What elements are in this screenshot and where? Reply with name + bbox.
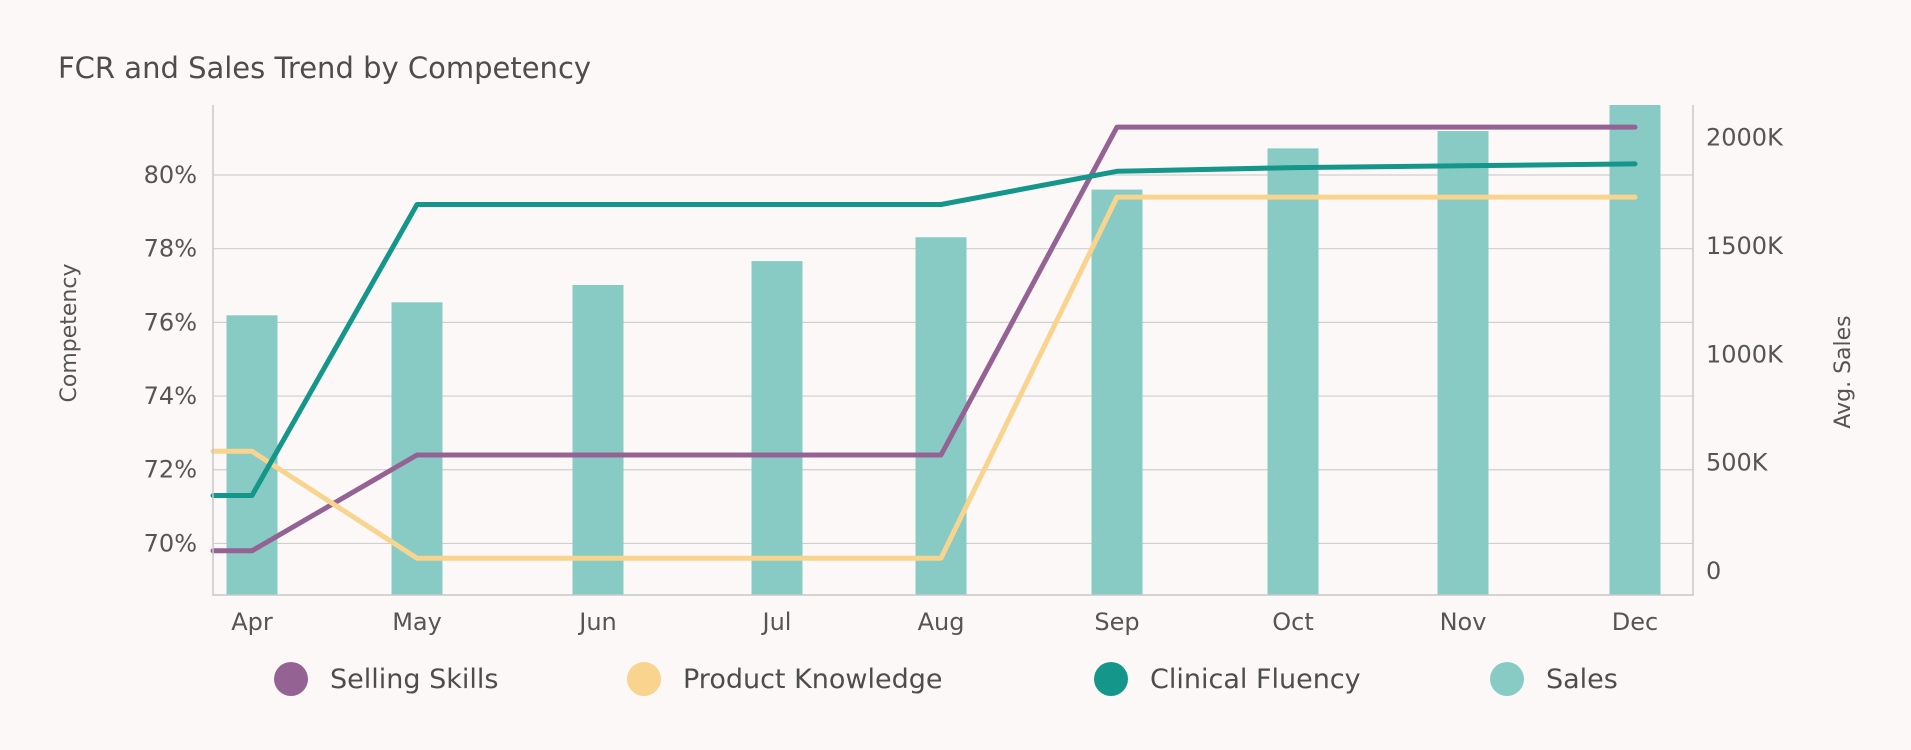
- y-right-tick-label: 500K: [1706, 449, 1769, 477]
- legend: Selling Skills Product Knowledge Clinical …: [274, 662, 1618, 696]
- sales-bar: [391, 302, 443, 595]
- y-left-tick-label: 70%: [144, 529, 197, 557]
- x-tick-label: Oct: [1272, 608, 1314, 636]
- sales-bar: [1091, 189, 1143, 595]
- clinical-fluency-line: [210, 161, 1638, 498]
- sales-bar: [1267, 148, 1319, 595]
- x-tick-label: Dec: [1612, 608, 1658, 636]
- x-tick-label: Sep: [1094, 608, 1139, 636]
- x-tick-label: Jul: [761, 608, 792, 636]
- legend-label: Product Knowledge: [683, 664, 943, 695]
- y-left-tick-label: 78%: [144, 235, 197, 263]
- y-right-tick-label: 1500K: [1706, 232, 1784, 260]
- legend-swatch: [1490, 662, 1524, 696]
- legend-item-sales: Sales: [1490, 662, 1618, 696]
- y-left-tick-label: 80%: [144, 161, 197, 189]
- x-tick-label: May: [392, 608, 442, 636]
- y-left-axis-title: Competency: [57, 264, 82, 403]
- legend-label: Selling Skills: [330, 664, 498, 695]
- sales-bar: [1609, 105, 1661, 595]
- sales-bar: [751, 261, 803, 595]
- axis-lines: [212, 105, 1694, 596]
- x-tick-label: Nov: [1440, 608, 1487, 636]
- legend-swatch: [1094, 662, 1128, 696]
- y-right-tick-label: 0: [1706, 557, 1721, 585]
- x-tick-label: Apr: [231, 608, 273, 636]
- legend-label: Clinical Fluency: [1150, 664, 1361, 695]
- y-right-tick-label: 1000K: [1706, 340, 1784, 368]
- plot-frame: [212, 105, 1694, 596]
- bar-series: [226, 105, 1661, 595]
- line-series: [210, 124, 1638, 561]
- legend-swatch: [274, 662, 308, 696]
- product-knowledge-line: [210, 194, 1638, 561]
- chart-title: FCR and Sales Trend by Competency: [58, 51, 591, 85]
- legend-label: Sales: [1546, 664, 1618, 695]
- legend-item-clinical-fluency: Clinical Fluency: [1094, 662, 1361, 696]
- x-tick-label: Aug: [918, 608, 965, 636]
- y-left-tick-label: 76%: [144, 308, 197, 336]
- y-right-tick-label: 2000K: [1706, 124, 1784, 152]
- sales-bar: [915, 237, 967, 595]
- legend-swatch: [627, 662, 661, 696]
- y-left-tick-label: 74%: [144, 382, 197, 410]
- y-right-axis-title: Avg. Sales: [1831, 315, 1856, 428]
- x-tick-label: Jun: [577, 608, 617, 636]
- y-left-tick-label: 72%: [144, 456, 197, 484]
- legend-item-product-knowledge: Product Knowledge: [627, 662, 943, 696]
- sales-bar: [572, 284, 624, 595]
- legend-item-selling-skills: Selling Skills: [274, 662, 498, 696]
- axis-ticks: 70% 72% 74% 76% 78% 80% 0 500K 1000K 1500K 2000K Ap…: [144, 124, 1784, 636]
- sales-bar: [1437, 131, 1489, 595]
